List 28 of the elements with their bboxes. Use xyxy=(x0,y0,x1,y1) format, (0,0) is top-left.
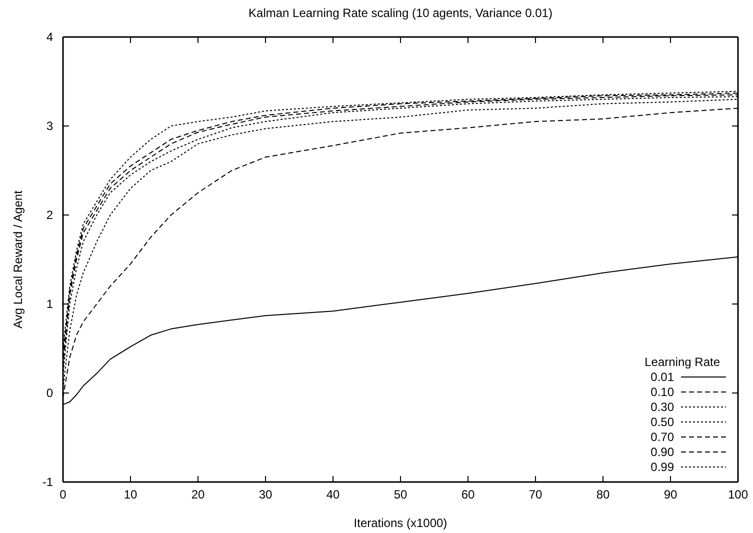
y-axis-title: Avg Local Reward / Agent xyxy=(11,190,25,328)
x-tick-label: 40 xyxy=(326,488,340,502)
legend-label: 0.10 xyxy=(650,385,674,399)
x-tick-label: 70 xyxy=(528,488,542,502)
x-axis-title: Iterations (x1000) xyxy=(354,516,448,530)
legend-label: 0.01 xyxy=(650,370,674,384)
legend-label: 0.30 xyxy=(650,400,674,414)
x-tick-label: 90 xyxy=(664,488,678,502)
x-tick-label: 10 xyxy=(124,488,138,502)
legend-label: 0.99 xyxy=(650,460,674,474)
x-tick-label: 0 xyxy=(60,488,67,502)
y-tick-label: 0 xyxy=(46,386,54,400)
legend-label: 0.50 xyxy=(650,415,674,429)
x-tick-label: 100 xyxy=(728,488,748,502)
y-tick-label: 2 xyxy=(46,208,54,222)
y-tick-label: 3 xyxy=(46,118,54,133)
chart-title: Kalman Learning Rate scaling (10 agents, Variance 0.01) xyxy=(248,6,552,20)
y-tick-label: 4 xyxy=(46,30,54,44)
x-tick-label: 30 xyxy=(258,488,272,502)
legend-label: 0.90 xyxy=(650,445,674,459)
x-tick-label: 60 xyxy=(461,488,475,502)
legend-title: Learning Rate xyxy=(644,355,720,369)
x-tick-label: 50 xyxy=(394,488,408,502)
y-tick-label: 1 xyxy=(46,296,54,311)
x-tick-label: 80 xyxy=(596,488,610,502)
y-tick-label: -1 xyxy=(42,474,54,489)
x-tick-label: 20 xyxy=(191,488,205,502)
legend-label: 0.70 xyxy=(650,430,674,444)
